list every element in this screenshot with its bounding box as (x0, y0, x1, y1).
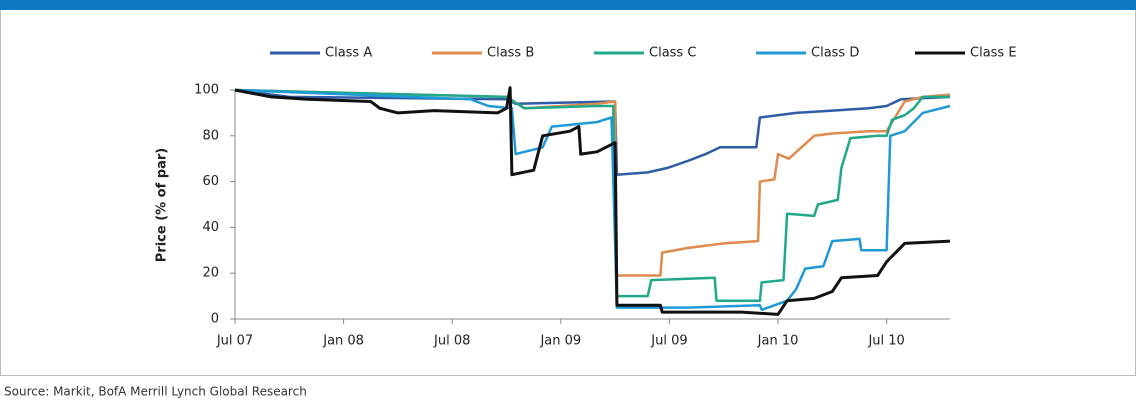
legend-label: Class B (487, 46, 534, 61)
legend-label: Class E (970, 46, 1017, 61)
legend-label: Class A (325, 46, 372, 61)
x-tick-label: Jul 08 (433, 334, 470, 349)
x-tick-label: Jul 09 (650, 334, 687, 349)
series-line (234, 88, 951, 312)
y-tick-label: 60 (202, 174, 219, 189)
series-line (234, 86, 951, 316)
y-tick-label: 20 (202, 266, 219, 281)
x-tick-label: Jan 08 (322, 334, 364, 349)
source: Source: Markit, BofA Merrill Lynch Globa… (4, 385, 307, 399)
legend-label: Class C (649, 46, 696, 61)
y-tick-label: 100 (194, 83, 219, 98)
x-tick-label: Jul 07 (216, 334, 253, 349)
y-tick-label: 0 (211, 312, 219, 327)
y-axis-label: Price (% of par) (155, 148, 170, 262)
x-tick-label: Jan 10 (757, 334, 799, 349)
header-bar (0, 0, 1136, 10)
x-tick-label: Jan 09 (539, 334, 581, 349)
y-tick-label: 40 (202, 220, 219, 235)
x-tick-label: Jul 10 (867, 334, 904, 349)
series-line (234, 88, 950, 302)
legend-label: Class D (811, 46, 859, 61)
y-tick-label: 80 (202, 128, 219, 143)
series-line (234, 88, 951, 277)
